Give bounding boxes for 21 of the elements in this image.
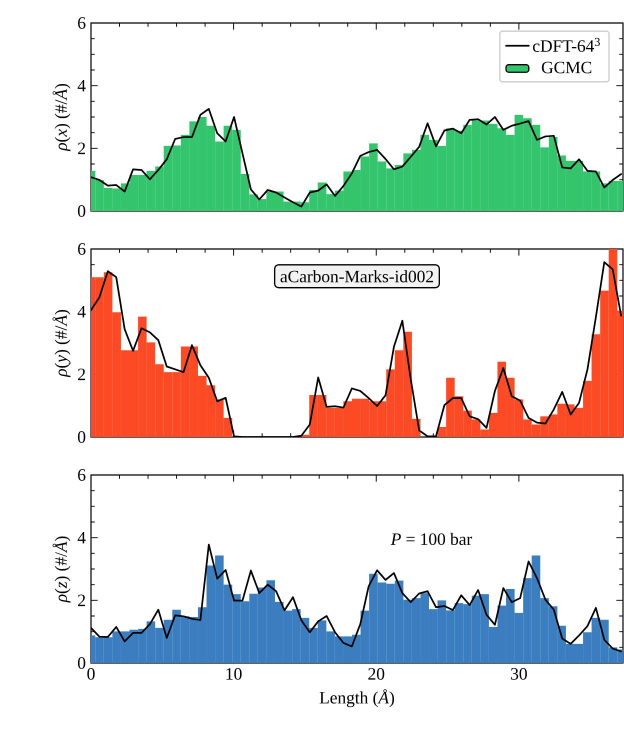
x-tick-label: 30 bbox=[511, 668, 527, 680]
annotation: aCarbon-Marks-id002 bbox=[280, 270, 434, 282]
y-tick-label: 2 bbox=[78, 142, 86, 154]
x-axis-title: Length (Å) bbox=[320, 689, 394, 708]
y-tick-label: 4 bbox=[78, 532, 86, 544]
y-tick-label: 0 bbox=[78, 431, 86, 443]
annotation: P = 100 bar bbox=[390, 532, 472, 546]
y-tick-label: 0 bbox=[78, 657, 86, 669]
y-tick-label: 0 bbox=[78, 205, 86, 217]
y-tick-label: 2 bbox=[78, 368, 86, 380]
x-tick-label: 0 bbox=[87, 668, 95, 680]
y-tick-label: 2 bbox=[78, 594, 86, 606]
y-tick-label: 6 bbox=[78, 469, 86, 481]
y-tick-label: 4 bbox=[78, 306, 86, 318]
legend-label: GCMC bbox=[542, 62, 592, 74]
x-tick-label: 20 bbox=[368, 668, 384, 680]
y-tick-label: 4 bbox=[78, 80, 86, 92]
y-tick-label: 6 bbox=[78, 17, 86, 29]
legend-label: cDFT-64$^{3}$ bbox=[533, 38, 600, 52]
y-tick-label: 6 bbox=[78, 243, 86, 255]
x-tick-label: 10 bbox=[226, 668, 242, 680]
